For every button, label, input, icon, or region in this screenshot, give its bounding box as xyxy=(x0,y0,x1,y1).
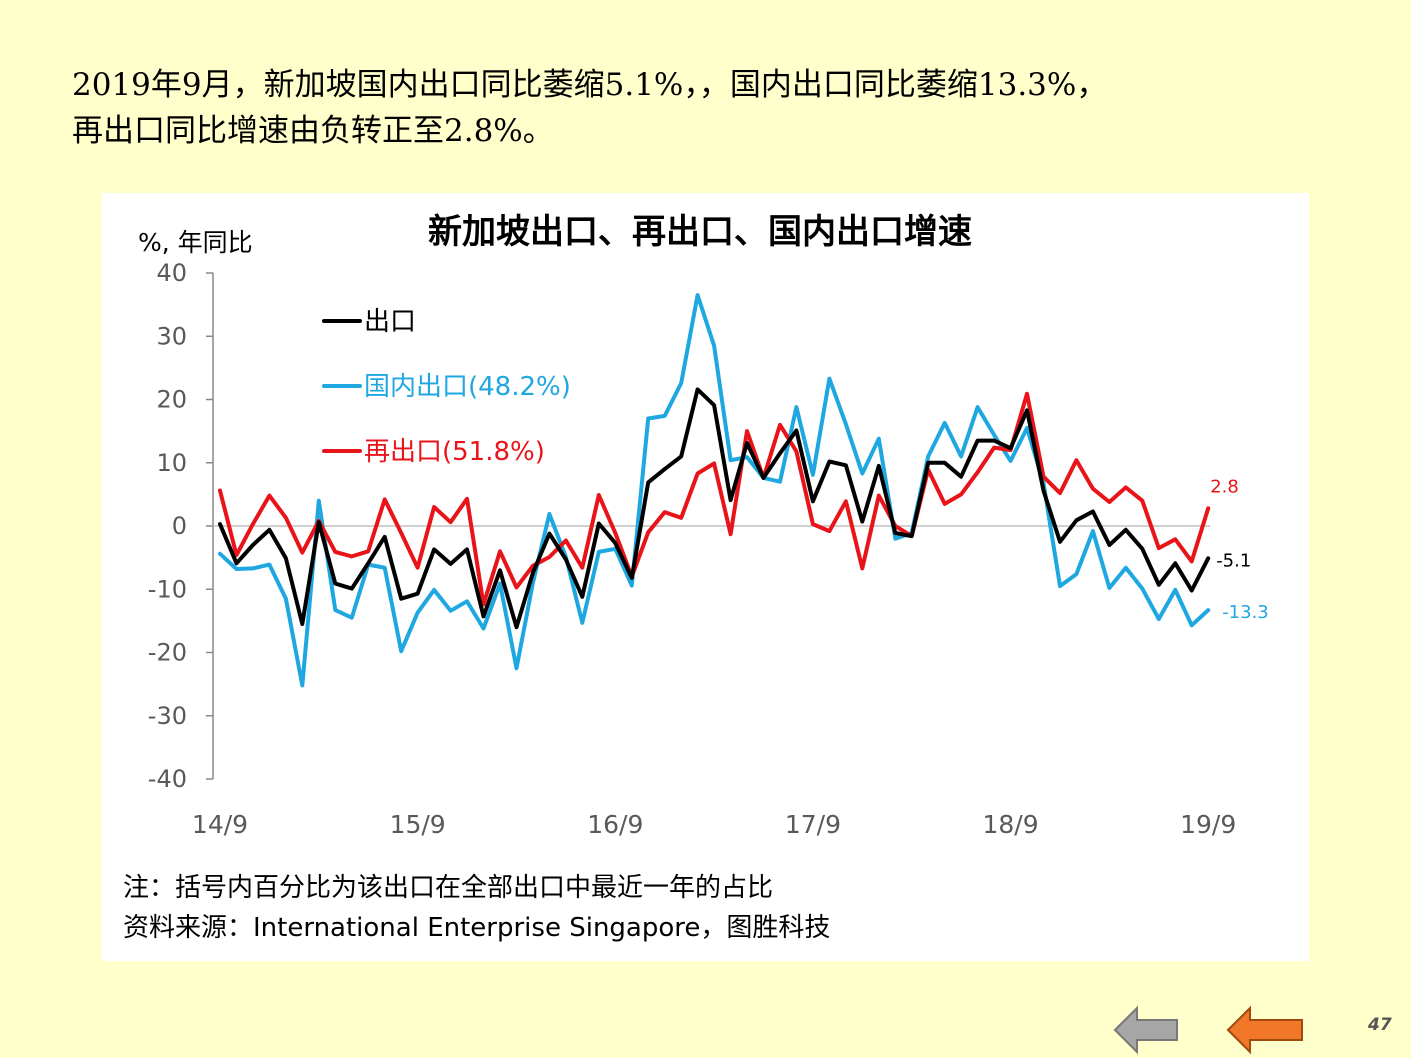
back-arrow-button[interactable] xyxy=(1113,1005,1183,1055)
y-tick-label: 40 xyxy=(156,259,187,287)
chart-title: 新加坡出口、再出口、国内出口增速 xyxy=(428,212,972,252)
x-tick-label: 15/9 xyxy=(390,810,446,839)
y-tick-label: 10 xyxy=(156,449,187,477)
series-line-2 xyxy=(218,391,1211,607)
x-tick-label: 19/9 xyxy=(1180,810,1236,839)
headline-line-2: 再出口同比增速由负转正至2.8%。 xyxy=(72,113,554,149)
headline-line-1: 2019年9月，新加坡国内出口同比萎缩5.1%，，国内出口同比萎缩13.3%， xyxy=(72,67,1108,103)
end-label-2: 2.8 xyxy=(1210,476,1239,497)
orange-arrow-icon xyxy=(1226,1005,1303,1055)
y-tick-label: -40 xyxy=(148,765,187,793)
y-tick-label: -20 xyxy=(148,639,187,667)
end-label-1: -13.3 xyxy=(1222,602,1269,623)
y-axis-label: %, 年同比 xyxy=(138,228,253,257)
headline: 2019年9月，新加坡国内出口同比萎缩5.1%，，国内出口同比萎缩13.3%， … xyxy=(72,62,1372,154)
page-number: 47 xyxy=(1368,1015,1392,1035)
y-tick-label: 0 xyxy=(172,512,187,540)
left-arrow-icon xyxy=(1113,1005,1178,1055)
source-text: 资料来源：International Enterprise Singapore，… xyxy=(123,913,831,943)
end-label-0: -5.1 xyxy=(1216,550,1251,571)
y-tick-label: 30 xyxy=(156,322,187,350)
chart-notes: 注：括号内百分比为该出口在全部出口中最近一年的占比 资料来源：Internati… xyxy=(123,868,830,948)
legend-label-2: 再出口(51.8%) xyxy=(364,437,545,467)
note-text: 注：括号内百分比为该出口在全部出口中最近一年的占比 xyxy=(123,873,774,903)
chart-panel: 新加坡出口、再出口、国内出口增速 %, 年同比 40 30 20 10 0 -10 -20 -30… xyxy=(102,193,1309,961)
y-tick-label: -30 xyxy=(148,702,187,730)
x-tick-label: 14/9 xyxy=(192,810,248,839)
legend-label-1: 国内出口(48.2%) xyxy=(364,372,571,402)
forward-arrow-button[interactable] xyxy=(1226,1005,1303,1055)
series-line-0 xyxy=(218,387,1211,630)
x-tick-label: 17/9 xyxy=(785,810,841,839)
y-tick-label: -10 xyxy=(148,575,187,603)
y-tick-label: 20 xyxy=(156,386,187,414)
x-tick-label: 16/9 xyxy=(587,810,643,839)
legend-label-0: 出口 xyxy=(364,307,416,337)
x-tick-label: 18/9 xyxy=(982,810,1038,839)
